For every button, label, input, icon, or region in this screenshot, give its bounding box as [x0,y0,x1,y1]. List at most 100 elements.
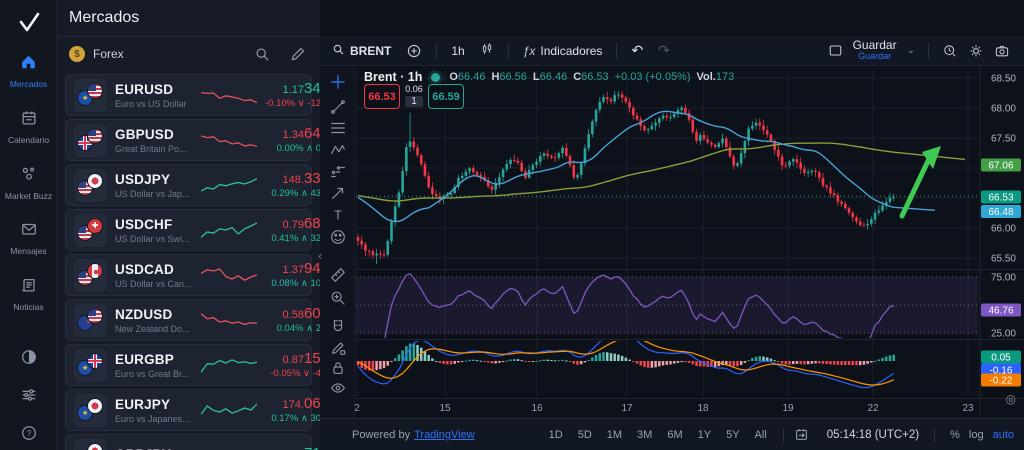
watchlist-row[interactable]: GBPJPY199.718 [65,434,329,450]
currency-pair-flags [74,393,107,427]
percent-scale-toggle[interactable]: % [950,428,960,441]
chevron-down-icon[interactable]: ⌄ [906,45,915,56]
sidebar-item-label: Calendario [7,134,50,145]
range-button-all[interactable]: All [754,428,767,441]
flag-us-icon [87,307,103,324]
range-button-3m[interactable]: 3M [637,428,653,441]
brand-logo[interactable] [0,6,57,40]
sidebar-item-mensajes[interactable]: Mensajes [0,211,57,267]
svg-text:22: 22 [867,403,879,414]
save-layout-button[interactable]: Guardar Guardar [852,37,897,61]
drawing-edit-lock-icon[interactable] [320,337,355,359]
redo-button[interactable]: ↷ [658,42,670,58]
help-icon[interactable]: ? [20,424,38,442]
home-icon [19,53,38,76]
fib-retracement-icon[interactable] [320,117,355,139]
symbol-description: US Dollar vs Jap... [115,188,190,199]
crosshair-tool-icon[interactable] [320,71,355,93]
legend-symbol: Brent · 1h [364,70,423,84]
watchlist-group-bar: $ Forex [57,39,320,69]
ruler-tool-icon[interactable] [320,264,355,286]
symbol-name: USDJPY [115,171,171,187]
alert-clock-icon[interactable] [942,43,958,59]
go-to-date-icon[interactable] [794,427,809,442]
flag-jp-icon [87,442,103,450]
layout-icon[interactable] [828,43,843,58]
symbol-name: EURJPY [115,396,171,412]
chart-style-button[interactable] [476,39,498,62]
page-title: Mercados [69,9,140,26]
quantity-value[interactable]: 1 [405,96,423,107]
indicators-button[interactable]: ƒx Indicadores [522,43,603,58]
range-button-1d[interactable]: 1D [548,428,563,441]
watchlist-row[interactable]: USDJPY US Dollar vs Jap... 148.331 0.29% ∧ … [65,164,329,206]
settings-sliders-icon[interactable] [20,386,38,404]
sparkline-chart [201,308,257,332]
watchlist-row[interactable]: NZDUSD New Zealand Do... 0.58604 0.04% ∧ 2.… [65,299,329,341]
pattern-tool-icon[interactable] [320,139,355,161]
sidebar-item-calendario[interactable]: Calendario [0,100,57,156]
svg-text:17: 17 [621,403,633,414]
candles-icon [480,41,494,60]
interval-button[interactable]: 1h [451,43,465,58]
trend-line-icon[interactable] [320,96,355,118]
chart-canvas[interactable]: 2 15 16 17 18 19 22 23 68.50 68.00 67.50 66.00 65.50… [320,0,1024,450]
hide-drawings-eye-icon[interactable] [320,377,355,399]
theme-contrast-icon[interactable] [20,348,38,366]
sidebar-item-noticias[interactable]: Noticias [0,267,57,323]
compare-add-button[interactable] [402,41,426,61]
legend-low: 66.46 [539,71,568,83]
search-icon[interactable] [254,46,271,63]
range-button-5y[interactable]: 5Y [726,428,740,441]
undo-button[interactable]: ↶ [631,42,644,58]
auto-scale-toggle[interactable]: auto [992,428,1014,441]
text-tool-icon[interactable]: T [320,204,355,226]
forex-coin-icon: $ [69,46,85,62]
clock-timezone[interactable]: 05:14:18 (UTC+2) [826,428,920,441]
flag-ch-icon [87,217,103,234]
forecast-tool-icon[interactable] [320,161,355,183]
chart-toolbar: BRENT 1h ƒx Indicadores ↶ ↷ Guardar Guar… [320,36,1024,66]
gear-icon[interactable] [968,43,984,59]
sell-button[interactable]: 66.53 [364,84,400,109]
range-button-1m[interactable]: 1M [606,428,623,441]
axis-settings-icon[interactable]: ◎ [1005,392,1016,406]
symbol-price: 174.062 [282,394,329,412]
watchlist-row[interactable]: GBPUSD Great Britain Po... 1.34647 0.00% ∧ … [65,119,329,161]
symbol-price: 0.58604 [282,304,329,322]
buy-button[interactable]: 66.59 [428,84,464,109]
range-button-1y[interactable]: 1Y [697,428,712,441]
sidebar-item-label: Mercados [9,79,48,89]
sidebar-item-market-buzz[interactable]: Market Buzz [0,156,57,212]
tradingview-link[interactable]: TradingView [414,428,475,441]
arrow-tool-icon[interactable] [320,182,355,204]
watchlist-collapse-handle[interactable]: ‹ [318,248,323,263]
emoji-tool-icon[interactable] [320,226,355,248]
svg-text:25.00: 25.00 [991,329,1016,340]
edit-pencil-icon[interactable] [289,46,306,63]
watchlist-row[interactable]: USDCAD US Dollar vs Can... 1.37940 0.08% ∧ … [65,254,329,296]
camera-icon[interactable] [994,43,1010,59]
log-scale-toggle[interactable]: log [968,428,984,441]
chart-legend: Brent · 1h O66.46 H66.56 L66.46 C66.53 +… [364,70,735,84]
currency-pair-flags [74,78,107,112]
symbol-search-button[interactable]: BRENT [328,41,395,61]
flag-gb-icon [87,352,103,369]
search-icon [332,43,345,59]
svg-text:66.00: 66.00 [991,224,1016,235]
calendar-icon [20,109,38,132]
svg-text:2: 2 [354,403,360,414]
range-button-6m[interactable]: 6M [667,428,683,441]
range-button-5d[interactable]: 5D [577,428,592,441]
lock-tool-icon[interactable] [320,357,355,379]
zoom-in-tool-icon[interactable] [320,287,355,309]
magnet-tool-icon[interactable] [320,316,355,338]
symbol-change: 0.04% ∧ 2.6 [276,322,329,334]
sidebar-item-mercados[interactable]: Mercados [0,44,57,100]
